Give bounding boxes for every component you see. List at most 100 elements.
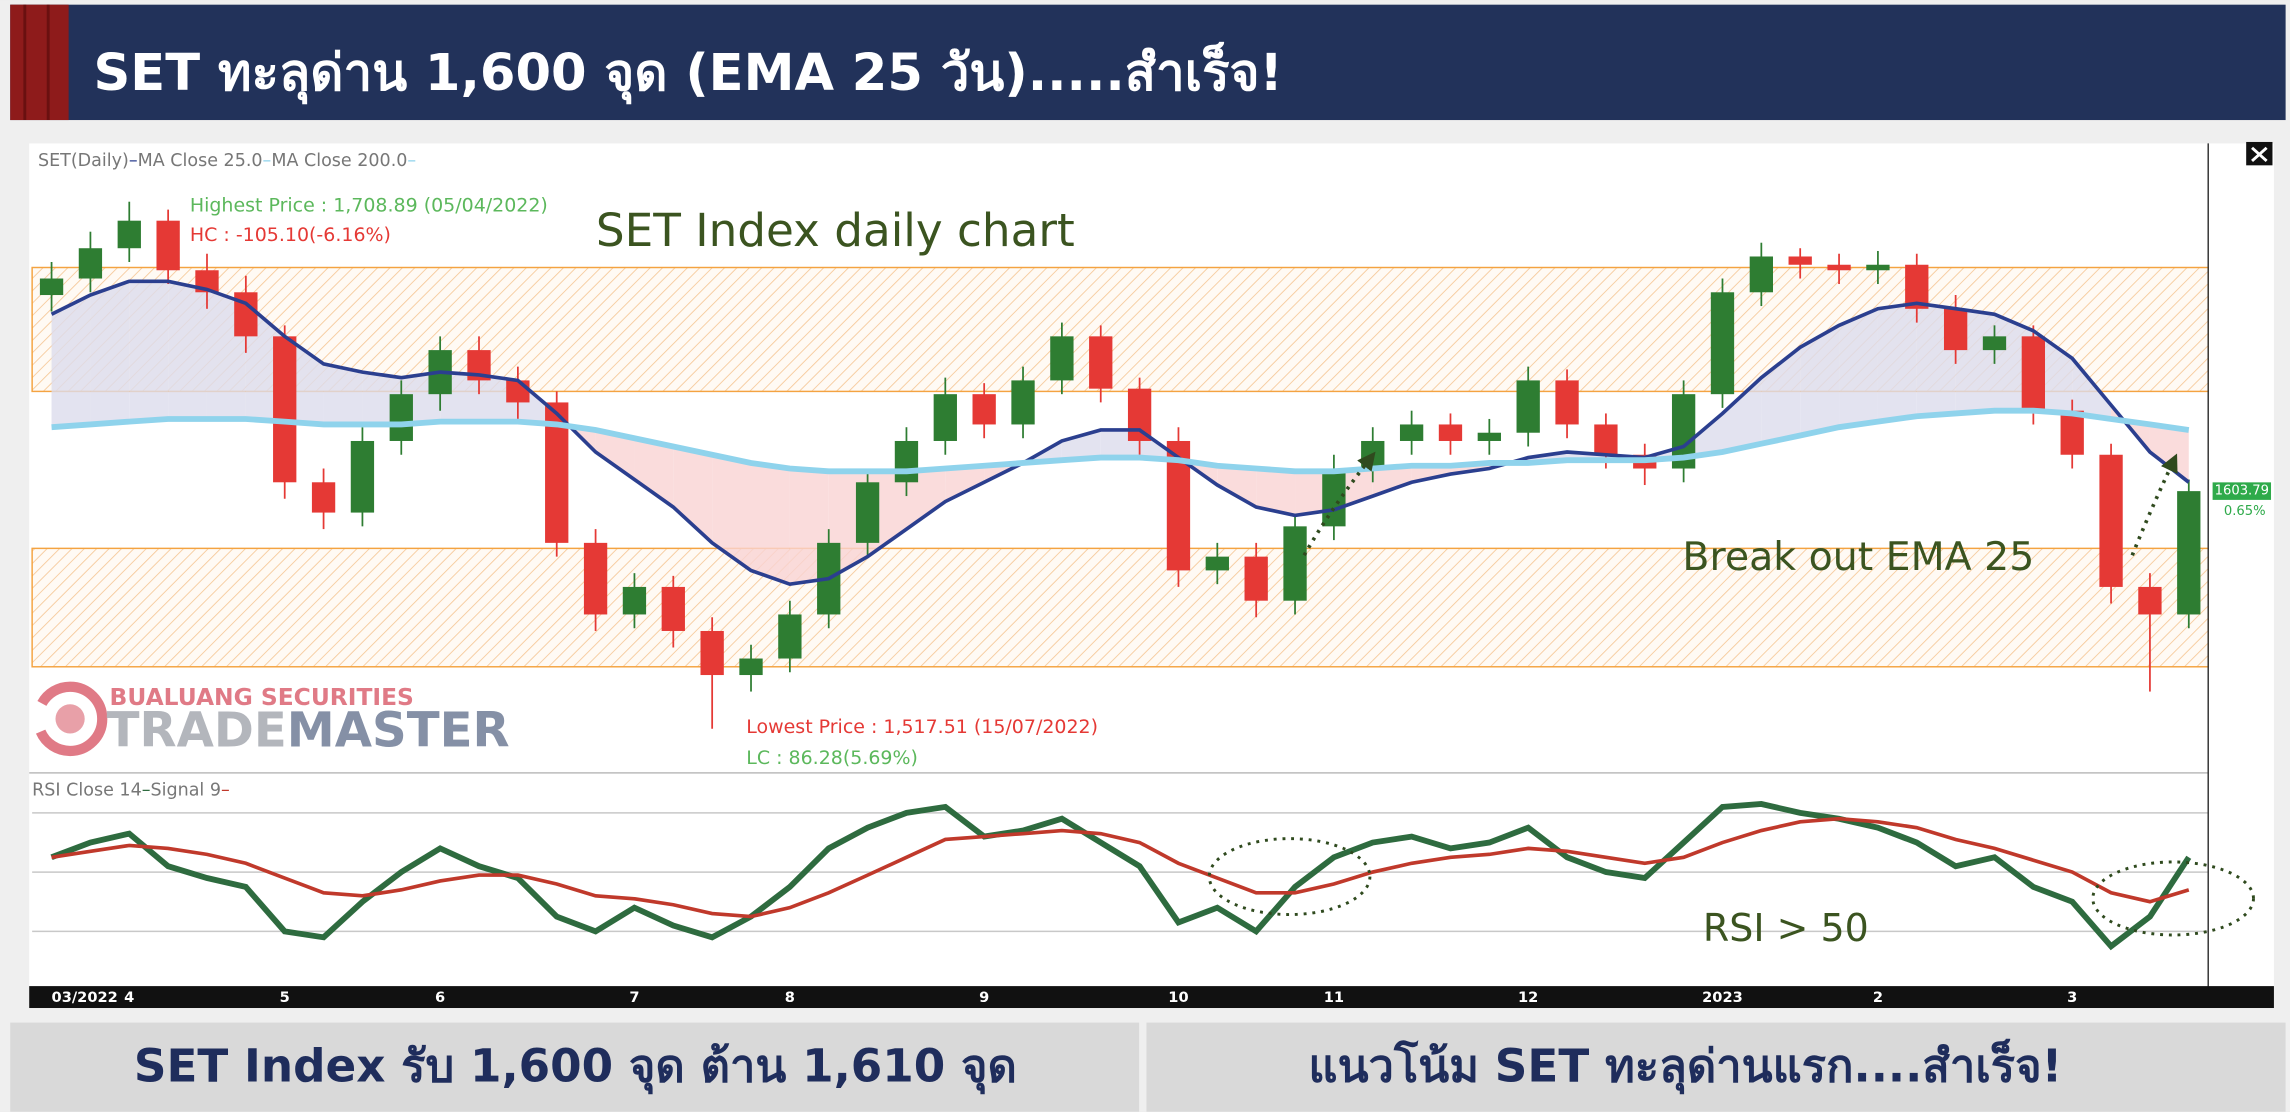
- legend-symbol: SET(Daily): [38, 151, 129, 171]
- candle-body: [1205, 556, 1229, 571]
- ema-gap-fill: [1839, 308, 1878, 428]
- legend: SET(Daily)–MA Close 25.0–MA Close 200.0–: [38, 151, 416, 171]
- candle-body: [1982, 336, 2007, 351]
- candle-body: [1399, 424, 1424, 441]
- ema-gap-fill: [945, 465, 985, 502]
- x-tick-label: 03/2022: [52, 989, 118, 1006]
- arrow: [1302, 451, 1376, 557]
- annotation-lowest: Lowest Price : 1,517.51 (15/07/2022): [746, 716, 1098, 738]
- footer-right: แนวโน้ม SET ทะลุด่านแรก....สำเร็จ!: [1308, 1038, 2062, 1094]
- candle-body: [2138, 586, 2162, 615]
- ema-gap-fill: [1800, 325, 1840, 436]
- x-tick-label: 4: [124, 989, 134, 1006]
- ema-gap-fill: [906, 468, 946, 530]
- candle-body: [1555, 380, 1579, 425]
- ema-gap-fill: [51, 295, 91, 428]
- logo: BUALUANG SECURITIES TRADEMASTER: [32, 681, 510, 758]
- candle-body: [545, 402, 569, 543]
- price-tag-label: 1603.79: [2215, 484, 2269, 499]
- candle-body: [156, 220, 180, 271]
- ema-gap-fill: [1722, 377, 1762, 452]
- x-tick-label: 2: [1873, 989, 1883, 1006]
- candle-body: [1166, 440, 1191, 571]
- x-tick-label: 7: [629, 989, 639, 1006]
- candle-body: [506, 380, 530, 403]
- ema-gap-fill: [2149, 424, 2189, 483]
- candle-body: [1283, 526, 1307, 601]
- ema-gap-fill: [1411, 465, 1451, 483]
- ema-gap-fill: [634, 438, 674, 508]
- highlight-ellipse: [1207, 837, 1372, 917]
- annotation-highest: Highest Price : 1,708.89 (05/04/2022): [190, 195, 548, 217]
- highlight-ellipse: [2091, 860, 2255, 937]
- ma-line: [50, 279, 2190, 587]
- x-tick-label: 10: [1168, 989, 1188, 1006]
- candle-body: [622, 586, 647, 615]
- candle-body: [1011, 380, 1035, 425]
- candle-body: [1127, 388, 1152, 441]
- candle-body: [739, 658, 763, 676]
- candle-body: [1244, 556, 1268, 601]
- candle-body: [1438, 424, 1463, 441]
- candle-body: [894, 440, 919, 483]
- candle-body: [273, 336, 297, 483]
- ema-gap-fill: [2072, 358, 2112, 419]
- zone: [31, 547, 2209, 668]
- candle-body: [311, 482, 336, 513]
- candle-body: [583, 542, 608, 615]
- ema-gap-fill: [129, 281, 169, 422]
- candle-body: [117, 220, 141, 249]
- candle-body: [1710, 292, 1735, 395]
- legend: RSI Close 14–Signal 9–: [32, 780, 230, 800]
- footer-left: SET Index รับ 1,600 จุด ต้าน 1,610 จุด: [134, 1039, 1017, 1094]
- plot: SET(Daily)–MA Close 25.0–MA Close 200.0–…: [31, 151, 2209, 951]
- candle-body: [78, 248, 103, 279]
- ema-gap-fill: [751, 463, 790, 585]
- candle-body: [933, 394, 957, 441]
- candle-body: [39, 278, 64, 296]
- price-change: 0.65%: [2224, 504, 2266, 519]
- header-bar: [10, 4, 2286, 121]
- candle-body: [1089, 336, 1113, 389]
- candle-body: [350, 440, 375, 513]
- candle-body: [855, 482, 880, 543]
- chart-title: SET Index daily chart: [596, 204, 1075, 257]
- ema-gap-fill: [1877, 303, 1917, 422]
- ema-gap-fill: [1372, 465, 1412, 497]
- ema-gap-fill: [1061, 429, 1101, 461]
- candle-body: [234, 292, 258, 337]
- legend-swatch: –: [407, 151, 416, 171]
- candle-body: [700, 630, 724, 676]
- x-tick-label: 6: [435, 989, 445, 1006]
- footer-box: [1146, 1022, 2286, 1112]
- candle-body: [2021, 336, 2046, 411]
- ema-gap-fill: [323, 363, 363, 425]
- legend-separator: –: [142, 780, 151, 800]
- indicator-line: [51, 816, 2190, 919]
- ema-gap-fill: [673, 446, 713, 543]
- candle-body: [1943, 308, 1968, 351]
- legend-swatch: –: [221, 780, 230, 800]
- candle-body: [2060, 410, 2084, 455]
- candle-body: [1749, 256, 1773, 293]
- candle-body: [1477, 432, 1501, 441]
- legend-entry: MA Close 25.0: [138, 151, 263, 171]
- annotation-rsi: RSI > 50: [1703, 906, 1869, 950]
- logo-mark: [32, 681, 108, 757]
- logo-mark: [55, 704, 85, 734]
- candle-body: [1594, 424, 1618, 455]
- header-title: SET ทะลุด่าน 1,600 จุด (EMA 25 วัน).....…: [93, 42, 1282, 105]
- candle-body: [1827, 264, 1851, 271]
- candle-body: [972, 394, 996, 425]
- x-tick-label: 8: [785, 989, 795, 1006]
- candle-body: [2177, 491, 2201, 615]
- candle-body: [2099, 454, 2123, 587]
- x-tick-label: 5: [280, 989, 290, 1006]
- candle-body: [1050, 336, 1074, 381]
- ema-gap-fill: [595, 429, 635, 480]
- x-axis-bar: [29, 986, 2274, 1009]
- candle-body: [389, 394, 413, 441]
- logo-brand-a: TRADE: [107, 702, 287, 758]
